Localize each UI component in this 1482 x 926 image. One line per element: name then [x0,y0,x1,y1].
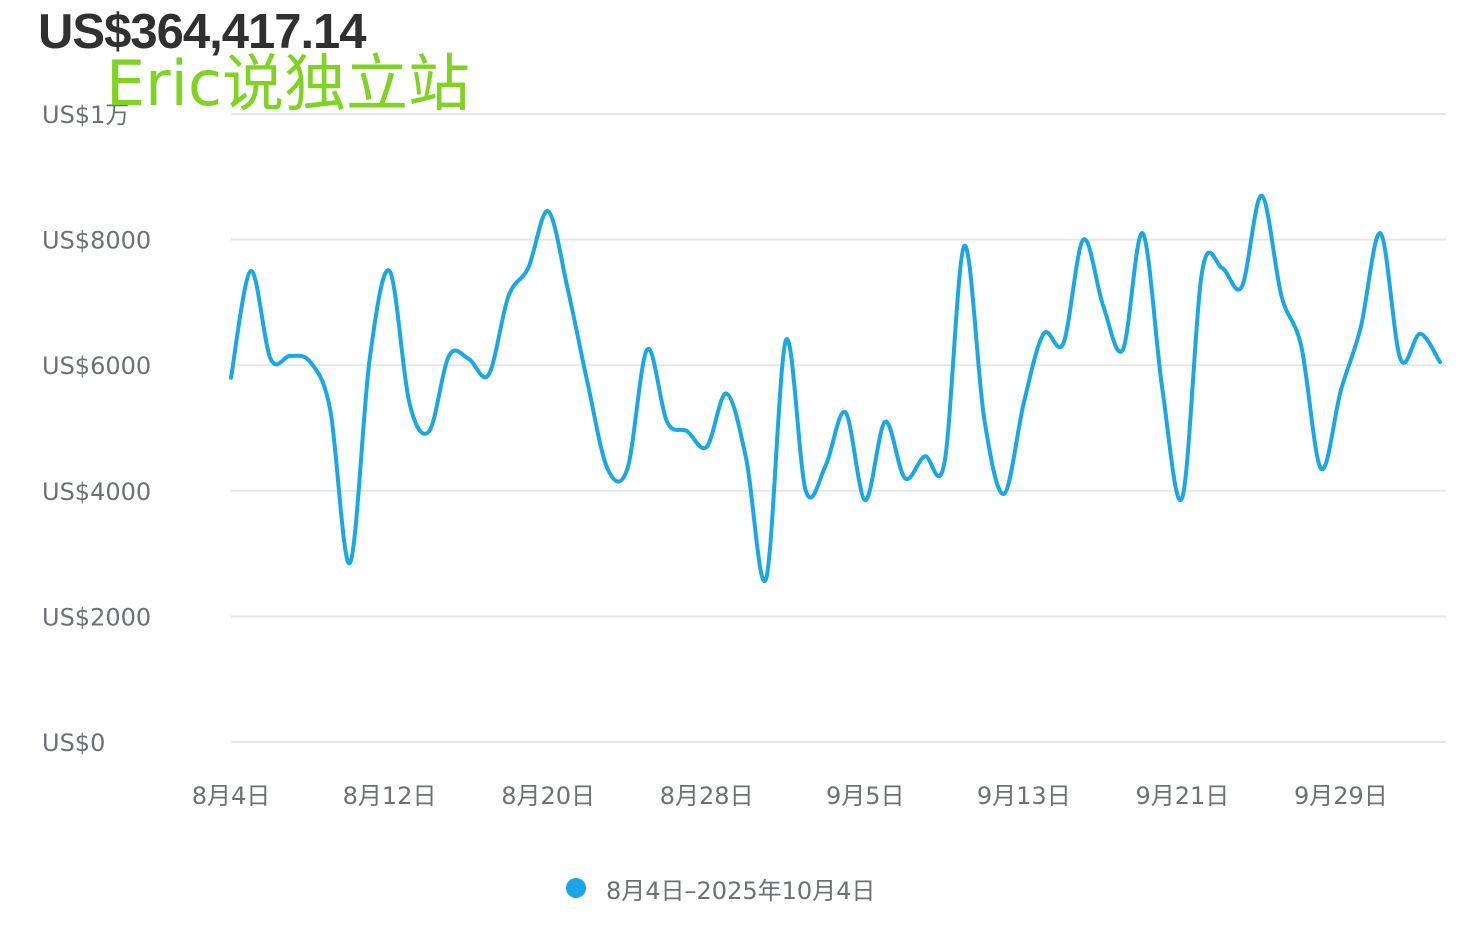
x-tick-label: 9月5日 [826,782,905,810]
data-point[interactable] [463,353,475,365]
y-tick-label: US$6000 [42,352,151,380]
legend-label: 8月4日–2025年10月4日 [606,876,876,905]
legend[interactable]: 8月4日–2025年10月4日 [566,868,875,908]
data-point[interactable] [641,344,653,356]
y-tick-label: US$2000 [42,603,151,631]
data-point[interactable] [1375,227,1387,239]
data-point[interactable] [582,378,594,390]
y-axis-ticks: US$0 US$2000 US$4000 US$6000 US$8000 US$1万 [42,101,151,757]
data-point[interactable] [225,372,237,384]
data-point[interactable] [1414,328,1426,340]
data-point[interactable] [1434,356,1446,368]
data-point[interactable] [958,240,970,252]
data-point[interactable] [780,334,792,346]
total-sales-value: US$364,417.14 [38,5,367,59]
data-point[interactable] [403,397,415,409]
data-point[interactable] [998,488,1010,500]
series-line-0[interactable] [229,193,1442,584]
data-point[interactable] [483,369,495,381]
data-point[interactable] [324,403,336,415]
x-tick-label: 8月20日 [501,782,595,810]
x-tick-label: 8月4日 [192,782,271,810]
data-point[interactable] [1236,281,1248,293]
data-point[interactable] [978,413,990,425]
data-point[interactable] [364,353,376,365]
data-point[interactable] [344,557,356,569]
data-point[interactable] [1276,290,1288,302]
data-point[interactable] [1057,337,1069,349]
data-point[interactable] [1157,384,1169,396]
data-point[interactable] [562,284,574,296]
data-point[interactable] [285,350,297,362]
data-point[interactable] [1295,340,1307,352]
x-tick-label: 9月13日 [977,782,1071,810]
data-point[interactable] [879,416,891,428]
x-axis-ticks: 8月4日 8月12日 8月20日 8月28日 9月5日 9月13日 9月21日 9月29日 [192,782,1388,810]
data-point[interactable] [443,350,455,362]
data-point[interactable] [899,472,911,484]
data-point[interactable] [423,425,435,437]
watermark-text: Eric说独立站 [106,47,470,120]
data-point[interactable] [919,450,931,462]
data-point[interactable] [1018,397,1030,409]
x-tick-label: 8月28日 [660,782,754,810]
data-point[interactable] [503,290,515,302]
data-point[interactable] [859,494,871,506]
data-point[interactable] [245,265,257,277]
data-point[interactable] [1256,190,1268,202]
data-point[interactable] [800,485,812,497]
data-point[interactable] [1394,353,1406,365]
gridlines [231,113,1446,743]
data-point[interactable] [839,406,851,418]
y-tick-label: US$4000 [42,478,151,506]
data-point[interactable] [522,262,534,274]
data-point[interactable] [1077,234,1089,246]
data-point[interactable] [661,416,673,428]
y-tick-label: US$0 [42,729,105,757]
data-point[interactable] [1315,463,1327,475]
data-point[interactable] [1038,328,1050,340]
x-tick-label: 9月21日 [1135,782,1229,810]
data-point[interactable] [740,453,752,465]
data-point[interactable] [1137,227,1149,239]
data-point[interactable] [1176,491,1188,503]
data-point[interactable] [681,425,693,437]
y-tick-label: US$8000 [42,227,151,255]
data-point[interactable] [1097,300,1109,312]
data-point[interactable] [602,463,614,475]
y-tick-label: US$1万 [42,101,129,129]
data-point[interactable] [820,460,832,472]
data-point[interactable] [1117,344,1129,356]
data-point[interactable] [1355,322,1367,334]
data-point[interactable] [939,457,951,469]
data-point[interactable] [760,573,772,585]
data-point[interactable] [304,356,316,368]
data-point[interactable] [1335,384,1347,396]
data-point[interactable] [384,265,396,277]
data-point[interactable] [701,441,713,453]
data-point[interactable] [621,463,633,475]
data-point[interactable] [542,205,554,217]
x-tick-label: 8月12日 [343,782,437,810]
data-point[interactable] [721,388,733,400]
series-layer [225,190,1446,585]
data-point[interactable] [1196,265,1208,277]
x-tick-label: 9月29日 [1294,782,1388,810]
legend-marker-icon [566,878,586,898]
data-point[interactable] [265,353,277,365]
data-point[interactable] [1216,262,1228,274]
